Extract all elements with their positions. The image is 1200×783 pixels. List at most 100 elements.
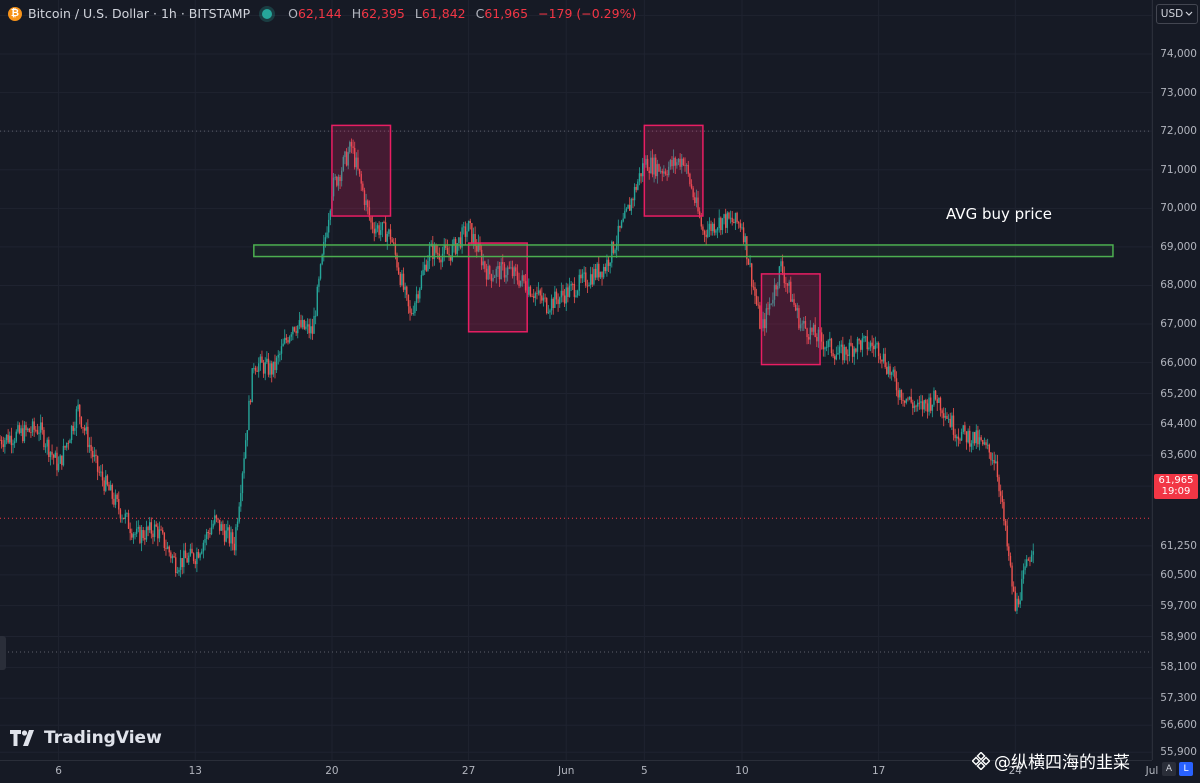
candle-body [625,208,628,211]
candle-body [365,200,367,205]
candle-body [103,480,105,491]
candle-body [106,475,109,485]
candle-body [752,286,755,288]
candle-body [175,557,177,573]
candle-body [931,404,934,411]
candle-body [332,177,335,197]
candle-body [559,297,561,304]
candle-body [511,267,514,277]
candle-body [897,390,899,398]
candle-body [594,268,597,278]
auto-scale-button[interactable]: A [1162,762,1176,776]
candle-body [77,404,79,410]
candle-body [326,232,328,238]
candle-body [882,353,885,362]
candle-body [736,212,738,223]
candle-body [127,513,130,529]
candle-body [139,526,141,543]
candle-body [798,308,800,329]
candle-body [275,357,278,371]
candle-body [668,166,670,176]
candle-body [1030,554,1033,562]
candle-body [855,348,857,352]
candle-body [118,499,120,510]
candle-body [711,223,714,232]
log-scale-button[interactable]: L [1179,762,1193,776]
candle-body [972,432,974,444]
chart-canvas[interactable] [0,0,1153,760]
candle-body [360,173,362,184]
candle-body [171,556,174,559]
price-chart[interactable] [0,0,1153,760]
candle-body [95,454,97,457]
candle-body [376,225,379,229]
candle-body [612,241,615,253]
candle-body [262,362,265,374]
candle-body [451,244,454,261]
candle-body [26,428,29,431]
candle-body [568,285,571,297]
candle-body [194,561,196,565]
symbol-title[interactable]: Bitcoin / U.S. Dollar · 1h · BITSTAMP [28,6,251,21]
avg-buy-price-annotation[interactable]: AVG buy price [946,205,1052,223]
candle-body [724,214,727,228]
candle-body [570,283,572,286]
candle-body [534,293,537,298]
candle-body [772,299,774,304]
candle-body [747,259,750,265]
price-tick-label: 63,600 [1160,449,1197,462]
candle-body [970,443,973,447]
time-tick-label: Jul [1145,765,1159,777]
candle-body [2,444,4,447]
candle-body [166,546,169,549]
candle-body [57,463,60,471]
candle-body [236,521,239,528]
time-tick-label: Jun [558,765,575,777]
candle-body [744,236,746,243]
candle-body [733,222,735,224]
candle-body [386,233,388,242]
candle-body [13,441,16,444]
candle-body [228,527,231,544]
candle-body [720,217,722,231]
candle-body [998,477,1000,492]
market-status-icon[interactable] [262,8,273,19]
time-axis[interactable]: 6 13 20 27 Jun 5 10 17 24 Jul [0,760,1158,783]
candle-body [41,422,44,430]
candle-body [264,362,266,374]
candle-body [664,171,667,175]
candle-body [978,437,981,445]
candle-body [521,275,524,281]
candle-body [201,551,203,554]
candle-body [248,400,250,431]
candle-body [38,432,40,434]
candle-body [249,400,252,403]
candle-body [188,555,190,563]
candle-body [497,266,499,269]
time-tick-label: 13 [188,765,202,777]
candle-body [192,553,195,562]
candle-body [822,341,825,350]
candle-body [39,422,42,433]
side-panel-toggle[interactable] [0,636,6,670]
candle-body [31,421,34,433]
candle-body [860,340,862,350]
candle-body [578,274,580,291]
candle-body [645,158,647,165]
candle-body [178,569,180,573]
candle-body [98,471,100,473]
candle-body [70,425,73,441]
currency-button[interactable]: USD [1156,4,1198,24]
candle-body [638,173,641,182]
candle-body [685,164,688,166]
price-axis[interactable]: 75,00074,00073,00072,00071,00070,00069,0… [1152,0,1200,760]
candle-body [684,165,686,166]
candle-body [915,405,917,407]
candle-body [1021,578,1023,601]
candle-body [729,217,732,219]
last-price-value: 61,965 [1158,475,1194,486]
candle-body [881,359,883,362]
candle-body [804,321,807,329]
tradingview-logo[interactable]: TradingView [10,728,162,748]
candle-body [261,356,263,363]
